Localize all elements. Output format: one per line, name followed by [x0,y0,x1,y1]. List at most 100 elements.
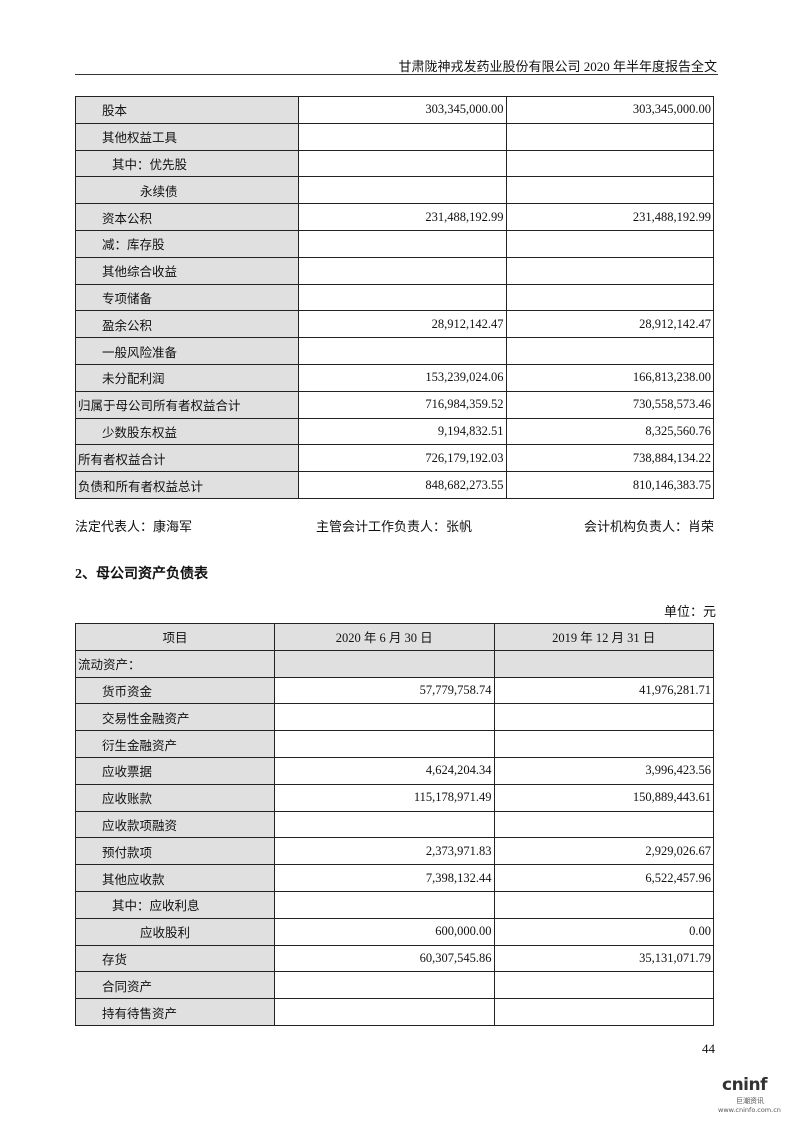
value-current [298,283,507,312]
row-label: 减：库存股 [75,229,299,258]
column-header: 2019 年 12 月 31 日 [493,623,714,651]
table-row: 持有待售资产 [75,998,714,1026]
value-current [274,890,495,919]
table-row: 负债和所有者权益总计 848,682,273.55 810,146,383.75 [75,471,714,499]
value-current: 2,373,971.83 [274,837,495,866]
row-label: 其中：应收利息 [75,890,275,919]
table-row: 资本公积 231,488,192.99 231,488,192.99 [75,203,714,231]
value-current [298,149,507,178]
value-prior [505,122,714,151]
value-prior [493,998,714,1026]
value-prior [505,337,714,365]
value-prior [493,810,714,839]
unit-label: 单位：元 [663,604,716,619]
column-header: 项目 [75,623,275,651]
row-label: 存货 [75,944,275,973]
logo-brand: cninf [722,1075,768,1095]
value-current: 726,179,192.03 [298,444,507,473]
value-current: 600,000.00 [274,917,495,946]
legal-representative: 法定代表人：康海军 [75,519,193,534]
value-prior: 0.00 [493,917,714,946]
value-current [298,229,507,258]
table-row: 其他权益工具 [75,122,714,151]
row-label: 资本公积 [75,203,299,231]
value-current: 60,307,545.86 [274,944,495,973]
value-prior: 8,325,560.76 [505,417,714,446]
value-current: 7,398,132.44 [274,864,495,892]
value-prior [493,730,714,758]
table-row: 盈余公积 28,912,142.47 28,912,142.47 [75,310,714,339]
row-label: 货币资金 [75,676,275,705]
accounting-agency-head: 会计机构负责人：肖荣 [583,519,714,534]
value-prior: 166,813,238.00 [505,363,714,392]
row-label: 未分配利润 [75,363,299,392]
value-prior [505,283,714,312]
table-row: 应收款项融资 [75,810,714,839]
value-current [274,971,495,1000]
row-label: 持有待售资产 [75,998,275,1026]
row-label: 少数股东权益 [75,417,299,446]
table-row: 永续债 [75,176,714,205]
header-rule [75,74,718,75]
value-prior: 738,884,134.22 [505,444,714,473]
table-row: 归属于母公司所有者权益合计 716,984,359.52 730,558,573.4… [75,390,714,419]
value-current: 303,345,000.00 [298,96,507,124]
row-label: 预付款项 [75,837,275,866]
row-label: 其他综合收益 [75,256,299,285]
value-prior: 810,146,383.75 [505,471,714,499]
value-current: 231,488,192.99 [298,203,507,231]
value-current: 716,984,359.52 [298,390,507,419]
table-row: 其他综合收益 [75,256,714,285]
table-header-row: 项目 2020 年 6 月 30 日 2019 年 12 月 31 日 [75,623,714,651]
table-row: 其他应收款 7,398,132.44 6,522,457.96 [75,864,714,892]
table-row: 预付款项 2,373,971.83 2,929,026.67 [75,837,714,866]
table-row: 应收股利 600,000.00 0.00 [75,917,714,946]
value-prior: 303,345,000.00 [505,96,714,124]
value-prior [505,149,714,178]
row-label: 专项储备 [75,283,299,312]
value-current: 57,779,758.74 [274,676,495,705]
accounting-supervisor: 主管会计工作负责人：张帆 [316,519,473,534]
value-prior: 231,488,192.99 [505,203,714,231]
table-row: 存货 60,307,545.86 35,131,071.79 [75,944,714,973]
value-current [274,810,495,839]
parent-balance-sheet-table: 项目 2020 年 6 月 30 日 2019 年 12 月 31 日 流动资产… [75,623,714,1026]
value-current [298,337,507,365]
value-prior: 6,522,457.96 [493,864,714,892]
value-current [274,998,495,1026]
value-current [274,649,495,678]
table-row: 其中：优先股 [75,149,714,178]
page-number: 44 [702,1041,715,1056]
value-prior: 2,929,026.67 [493,837,714,866]
row-label: 负债和所有者权益总计 [75,471,299,499]
row-label: 盈余公积 [75,310,299,339]
value-current: 848,682,273.55 [298,471,507,499]
value-current: 9,194,832.51 [298,417,507,446]
table-row: 减：库存股 [75,229,714,258]
table-row: 合同资产 [75,971,714,1000]
value-current [298,256,507,285]
row-label: 所有者权益合计 [75,444,299,473]
table-row: 应收账款 115,178,971.49 150,889,443.61 [75,783,714,812]
value-prior [493,649,714,678]
section-title: 2、母公司资产负债表 [75,567,208,582]
row-label: 应收股利 [75,917,275,946]
value-prior: 35,131,071.79 [493,944,714,973]
table-row: 股本 303,345,000.00 303,345,000.00 [75,96,714,124]
table-row: 未分配利润 153,239,024.06 166,813,238.00 [75,363,714,392]
value-prior [505,229,714,258]
row-label: 一般风险准备 [75,337,299,365]
table-row: 交易性金融资产 [75,703,714,732]
page-header: 甘肃陇神戎发药业股份有限公司 2020 年半年度报告全文 [398,59,717,74]
table-row: 一般风险准备 [75,337,714,365]
table-row: 专项储备 [75,283,714,312]
row-label: 衍生金融资产 [75,730,275,758]
table-row: 流动资产： [75,649,714,678]
table-row: 其中：应收利息 [75,890,714,919]
cninf-logo: cninf 巨潮资讯 www.cninfo.com.cn [718,1075,792,1117]
value-prior [493,703,714,732]
logo-subtitle: 巨潮资讯 [736,1097,764,1105]
table-row: 少数股东权益 9,194,832.51 8,325,560.76 [75,417,714,446]
table-row: 衍生金融资产 [75,730,714,758]
value-current: 28,912,142.47 [298,310,507,339]
